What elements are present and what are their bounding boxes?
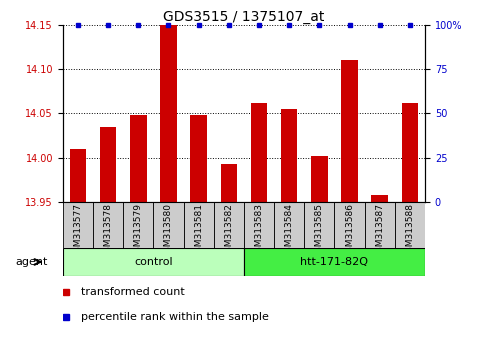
- Bar: [341, 60, 358, 202]
- Bar: [63, 248, 244, 276]
- Text: GSM313582: GSM313582: [224, 203, 233, 258]
- Bar: [395, 202, 425, 248]
- Text: GSM313577: GSM313577: [73, 203, 83, 258]
- Text: GSM313581: GSM313581: [194, 203, 203, 258]
- Text: GSM313585: GSM313585: [315, 203, 324, 258]
- Title: GDS3515 / 1375107_at: GDS3515 / 1375107_at: [163, 10, 325, 24]
- Bar: [274, 202, 304, 248]
- Text: percentile rank within the sample: percentile rank within the sample: [81, 312, 269, 322]
- Text: agent: agent: [15, 257, 48, 267]
- Bar: [190, 115, 207, 202]
- Text: transformed count: transformed count: [81, 287, 185, 297]
- Bar: [70, 149, 86, 202]
- Bar: [213, 202, 244, 248]
- Bar: [154, 202, 184, 248]
- Bar: [123, 202, 154, 248]
- Bar: [251, 103, 267, 202]
- Bar: [221, 164, 237, 202]
- Bar: [100, 127, 116, 202]
- Text: GSM313584: GSM313584: [284, 203, 294, 258]
- Text: control: control: [134, 257, 172, 267]
- Text: GSM313578: GSM313578: [103, 203, 113, 258]
- Bar: [402, 103, 418, 202]
- Bar: [281, 109, 298, 202]
- Bar: [311, 156, 327, 202]
- Text: GSM313587: GSM313587: [375, 203, 384, 258]
- Text: GSM313579: GSM313579: [134, 203, 143, 258]
- Bar: [184, 202, 213, 248]
- Bar: [93, 202, 123, 248]
- Text: GSM313588: GSM313588: [405, 203, 414, 258]
- Bar: [334, 202, 365, 248]
- Bar: [365, 202, 395, 248]
- Bar: [244, 248, 425, 276]
- Text: GSM313586: GSM313586: [345, 203, 354, 258]
- Text: htt-171-82Q: htt-171-82Q: [300, 257, 369, 267]
- Bar: [371, 195, 388, 202]
- Text: GSM313583: GSM313583: [255, 203, 264, 258]
- Bar: [63, 202, 93, 248]
- Bar: [160, 25, 177, 202]
- Bar: [244, 202, 274, 248]
- Text: GSM313580: GSM313580: [164, 203, 173, 258]
- Bar: [130, 115, 146, 202]
- Bar: [304, 202, 334, 248]
